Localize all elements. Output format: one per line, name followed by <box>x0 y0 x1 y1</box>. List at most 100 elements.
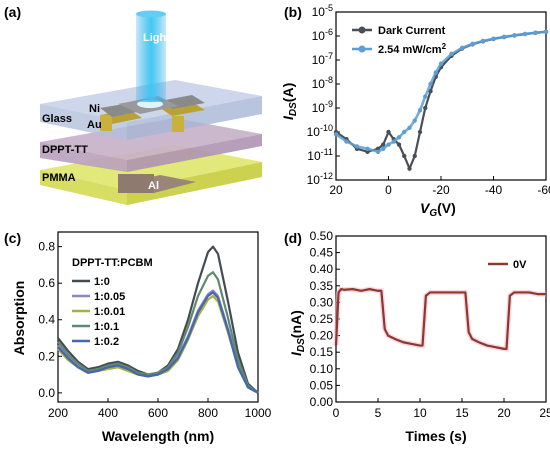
data-point <box>459 45 465 51</box>
data-point <box>449 51 454 57</box>
y-tick-label: 0.50 <box>310 229 334 243</box>
x-tick-label: 15 <box>455 406 469 420</box>
data-point <box>417 129 423 135</box>
pmma-layer-front <box>40 170 127 205</box>
x-tick-label: 10 <box>413 406 427 420</box>
pmma-layer-side <box>127 162 262 205</box>
data-point <box>417 108 423 113</box>
light-beam-top <box>136 10 166 18</box>
x-tick-label: 200 <box>48 406 68 420</box>
panel-d-label: (d) <box>284 230 302 246</box>
y-tick-label: 0.0 <box>38 386 55 400</box>
data-point <box>470 41 475 47</box>
data-point <box>543 29 549 34</box>
x-tick-label: 600 <box>148 406 168 420</box>
y-tick-label: 0.45 <box>310 246 334 260</box>
y-tick-label: 0.40 <box>310 262 334 276</box>
y-tick-label: 0.15 <box>310 345 334 359</box>
x-tick-label: 20 <box>497 406 511 420</box>
x-axis-title: Wavelength (nm) <box>102 428 214 444</box>
y-tick-label: 0.4 <box>38 313 55 327</box>
panel-a: (a) <box>4 4 262 205</box>
y-tick-label: 0.8 <box>38 240 55 254</box>
au-label: Au <box>87 119 102 131</box>
legend-title: DPPT-TT:PCBM <box>72 257 153 269</box>
legend-label: 1:0.05 <box>94 291 125 303</box>
y-tick-label: 0.2 <box>38 349 55 363</box>
dppt-label: DPPT-TT <box>42 144 88 156</box>
data-point <box>501 34 507 40</box>
y-tick-label: 0.25 <box>310 312 334 326</box>
legend-label: 2.54 mW/cm2 <box>378 42 447 56</box>
y-tick-label: 0.20 <box>310 329 334 343</box>
x-axis-title: VG(V) <box>420 200 456 219</box>
data-point <box>433 70 438 75</box>
x-tick-label: -60 <box>537 183 550 197</box>
data-point <box>407 166 412 171</box>
ni-label: Ni <box>89 103 100 115</box>
x-tick-label: 800 <box>198 406 218 420</box>
data-point <box>381 146 386 151</box>
data-point <box>491 36 496 41</box>
y-tick-label: 10-6 <box>312 27 333 43</box>
y-tick-label: 0.35 <box>310 279 334 293</box>
legend-label: Dark Current <box>378 25 446 37</box>
data-point <box>428 81 433 87</box>
y-tick-label: 10-10 <box>307 123 333 139</box>
y-axis-title: IDS(A) <box>280 83 299 120</box>
y-tick-label: 10-5 <box>312 3 333 19</box>
data-point <box>396 142 402 147</box>
panel-a-label: (a) <box>4 4 21 20</box>
data-point <box>386 142 391 147</box>
data-point <box>533 30 538 35</box>
y-tick-label: 0.6 <box>38 276 55 290</box>
y-tick-label: 0.05 <box>310 378 334 392</box>
data-point <box>407 125 412 130</box>
data-point <box>412 153 417 159</box>
data-point <box>522 31 528 37</box>
x-tick-label: 20 <box>329 183 343 197</box>
dppt-layer-side <box>127 134 262 172</box>
data-point <box>333 132 339 137</box>
light-beam <box>136 14 166 102</box>
au-electrode-left-front <box>100 115 112 131</box>
panel-c-label: (c) <box>4 230 21 246</box>
glass-layer-side <box>127 96 262 140</box>
x-tick-label: 5 <box>375 406 382 420</box>
y-tick-label: 10-12 <box>307 171 333 187</box>
legend-label: 1:0.2 <box>94 336 119 348</box>
y-axis-title: IDS(nA) <box>288 310 307 356</box>
legend-label: 1:0 <box>94 276 110 288</box>
data-point <box>344 139 349 144</box>
light-label: Light <box>143 32 170 44</box>
data-point <box>423 94 428 99</box>
panel-c: (c) 200 400 600 800 1000 0.0 0.2 0.4 0.6 0.8 DPPT-… <box>4 230 272 444</box>
x-tick-label: 0 <box>333 406 340 420</box>
data-point <box>412 118 417 123</box>
y-tick-label: 10-9 <box>312 99 333 115</box>
x-tick-label: -40 <box>485 183 503 197</box>
x-tick-label: 400 <box>98 406 118 420</box>
series-line <box>57 291 259 394</box>
series-line <box>57 271 259 394</box>
glass-label: Glass <box>42 113 72 125</box>
data-point <box>428 89 433 94</box>
plot-b: 20 0 -20 -40 -60 10-12 10-11 10-10 10-9 10-8 10-7 1… <box>280 3 550 219</box>
y-tick-label: 10-8 <box>312 75 333 91</box>
pmma-label: PMMA <box>42 172 76 184</box>
data-point <box>375 149 381 154</box>
al-label: Al <box>148 180 159 192</box>
series-glow <box>333 286 546 352</box>
au-electrode-right <box>160 102 205 116</box>
x-axis-title: Times (s) <box>405 428 466 444</box>
legend-label: 1:0.1 <box>94 321 119 333</box>
panel-b: (b) 20 0 -20 -40 -60 10-12 10-11 10-10 10-9 10-8 1… <box>280 3 550 219</box>
x-tick-label: 25 <box>539 406 550 420</box>
dppt-layer-front <box>40 142 127 172</box>
y-tick-label: 0.10 <box>310 362 334 376</box>
plot-d: 0 5 10 15 20 25 0.00 0.05 0.10 0.15 0.20 0.25 0.30 0.… <box>288 229 550 444</box>
data-point <box>512 33 517 38</box>
y-tick-label: 10-7 <box>312 51 333 67</box>
data-point <box>381 142 386 147</box>
